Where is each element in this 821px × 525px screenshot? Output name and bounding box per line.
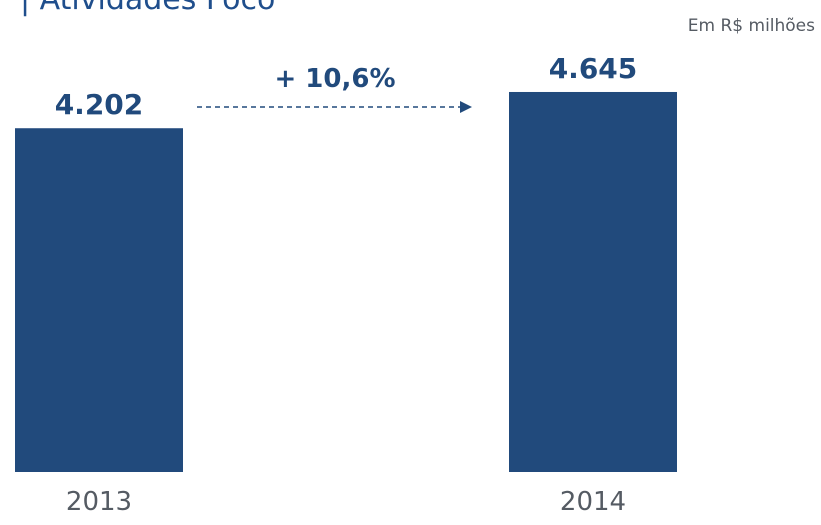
x-tick-label-2013: 2013 [66,487,132,517]
bars-layer [15,91,677,472]
unit-label: Em R$ milhões [687,16,815,36]
chart-title: | Atividades Foco [20,0,275,17]
value-label-2013: 4.202 [55,88,144,121]
labels-layer: 4.202 2013 4.645 2014 [55,52,638,517]
bar-2013 [15,128,183,472]
growth-label: + 10,6% [274,64,395,94]
value-label-2014: 4.645 [549,52,638,85]
bar-2014 [509,91,677,472]
x-tick-label-2014: 2014 [560,487,626,517]
